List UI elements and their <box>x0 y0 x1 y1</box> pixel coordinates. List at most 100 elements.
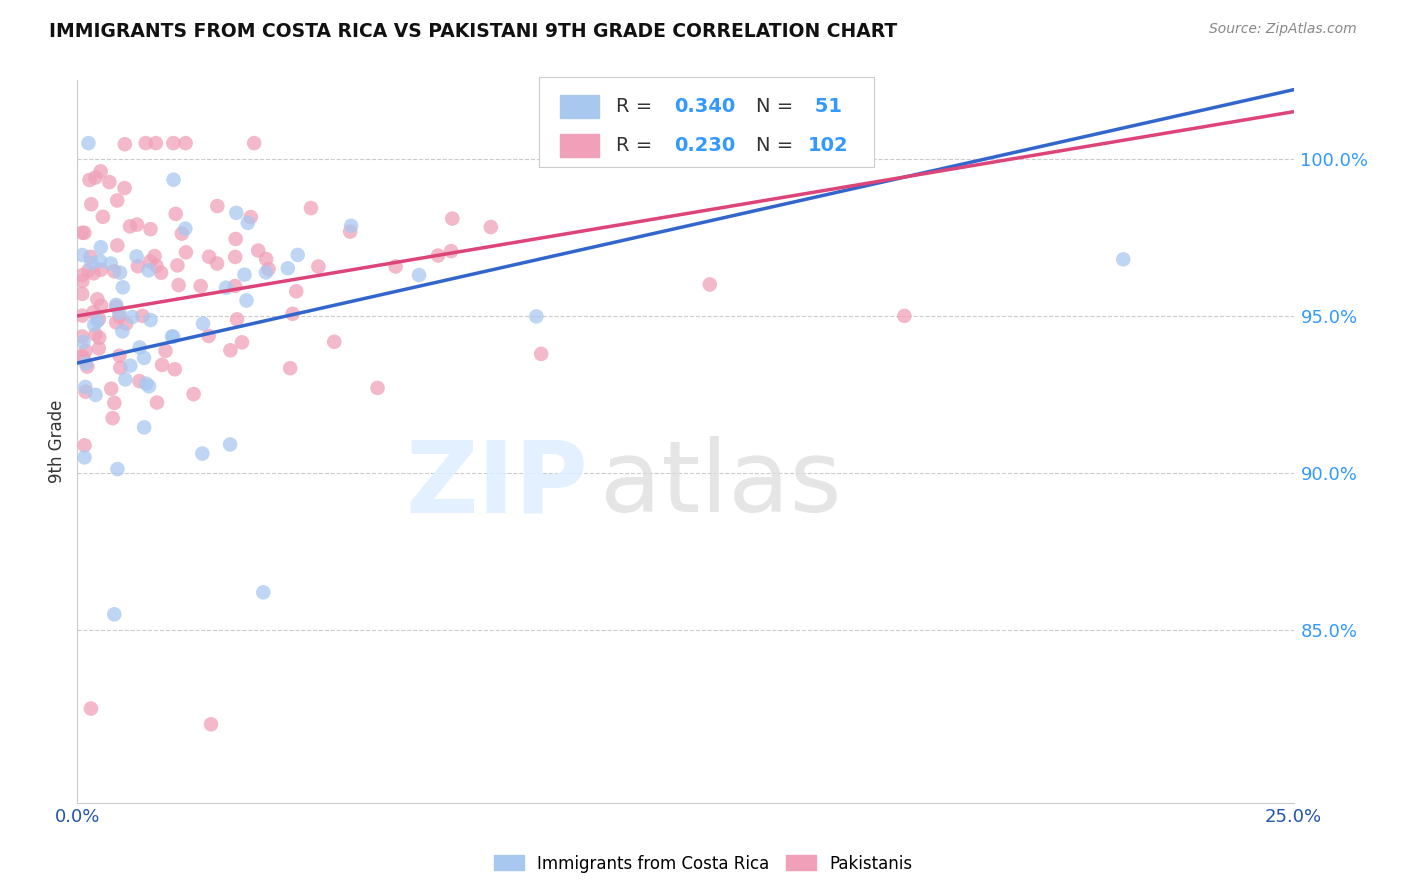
Point <box>150 266 173 280</box>
Point <box>165 207 187 221</box>
Point <box>162 172 184 186</box>
Point <box>285 285 308 299</box>
Point <box>77 263 100 277</box>
Point <box>86 292 108 306</box>
Point <box>205 256 228 270</box>
Point <box>408 268 430 282</box>
Point <box>131 309 153 323</box>
Text: 0.340: 0.340 <box>675 97 735 116</box>
Point <box>146 395 169 409</box>
Point <box>108 266 131 280</box>
Point <box>128 374 150 388</box>
Point <box>100 256 122 270</box>
Point <box>84 170 107 185</box>
Point <box>70 286 93 301</box>
Point <box>90 240 112 254</box>
Text: R =: R = <box>616 97 658 116</box>
Point <box>219 437 242 451</box>
Point <box>299 201 322 215</box>
Point <box>73 226 96 240</box>
Bar <box>560 95 599 119</box>
Point <box>231 335 253 350</box>
Point <box>73 351 96 366</box>
Point <box>105 238 128 252</box>
Point <box>225 206 247 220</box>
Point <box>174 136 197 150</box>
Point <box>103 607 125 622</box>
Text: ZIP: ZIP <box>405 436 588 533</box>
Point <box>207 199 229 213</box>
Point <box>70 268 93 283</box>
Point <box>225 232 247 246</box>
Point <box>120 359 142 373</box>
Point <box>239 210 262 224</box>
Point <box>114 181 136 195</box>
Point <box>191 317 214 331</box>
Point <box>75 357 97 371</box>
Point <box>125 218 148 232</box>
Point <box>128 341 150 355</box>
Point <box>340 219 363 233</box>
Point <box>139 254 162 268</box>
Point <box>90 262 112 277</box>
Point <box>281 307 304 321</box>
Point <box>339 225 361 239</box>
Point <box>252 585 274 599</box>
Point <box>163 362 186 376</box>
Point <box>236 216 259 230</box>
Point <box>70 226 93 240</box>
Text: 102: 102 <box>808 136 849 154</box>
Point <box>103 264 125 278</box>
Point <box>76 359 98 374</box>
Point <box>84 327 107 342</box>
Point <box>247 244 270 258</box>
Point <box>427 248 450 262</box>
Point <box>893 309 915 323</box>
Point <box>307 260 329 274</box>
Point <box>243 136 266 150</box>
Point <box>145 259 167 273</box>
Point <box>167 278 190 293</box>
Point <box>101 411 124 425</box>
Point <box>77 136 100 150</box>
Point <box>479 220 502 235</box>
Point <box>107 462 129 476</box>
Point <box>114 137 136 152</box>
Point <box>100 382 122 396</box>
Point <box>235 293 257 308</box>
Point <box>72 334 94 349</box>
Point <box>367 381 389 395</box>
Text: IMMIGRANTS FROM COSTA RICA VS PAKISTANI 9TH GRADE CORRELATION CHART: IMMIGRANTS FROM COSTA RICA VS PAKISTANI … <box>49 22 897 41</box>
Legend: Immigrants from Costa Rica, Pakistanis: Immigrants from Costa Rica, Pakistanis <box>486 848 920 880</box>
Point <box>83 318 105 332</box>
Point <box>75 380 97 394</box>
Point <box>70 329 93 343</box>
Point <box>138 379 160 393</box>
Point <box>125 249 148 263</box>
Point <box>174 221 197 235</box>
Point <box>160 329 183 343</box>
Text: Source: ZipAtlas.com: Source: ZipAtlas.com <box>1209 22 1357 37</box>
Point <box>441 211 464 226</box>
Point <box>105 194 128 208</box>
Point <box>233 268 256 282</box>
Point <box>170 227 193 241</box>
Point <box>150 358 173 372</box>
Point <box>155 343 177 358</box>
Text: 51: 51 <box>808 97 842 116</box>
Point <box>105 315 128 329</box>
Bar <box>560 134 599 157</box>
Point <box>89 331 111 345</box>
Point <box>98 175 121 189</box>
Point <box>80 256 103 270</box>
Point <box>79 250 101 264</box>
Text: 0.230: 0.230 <box>675 136 735 154</box>
FancyBboxPatch shape <box>540 77 875 167</box>
Point <box>72 274 94 288</box>
Point <box>73 438 96 452</box>
Point <box>89 254 111 268</box>
Point <box>72 350 94 364</box>
Point <box>257 262 280 277</box>
Point <box>162 329 184 343</box>
Point <box>80 197 103 211</box>
